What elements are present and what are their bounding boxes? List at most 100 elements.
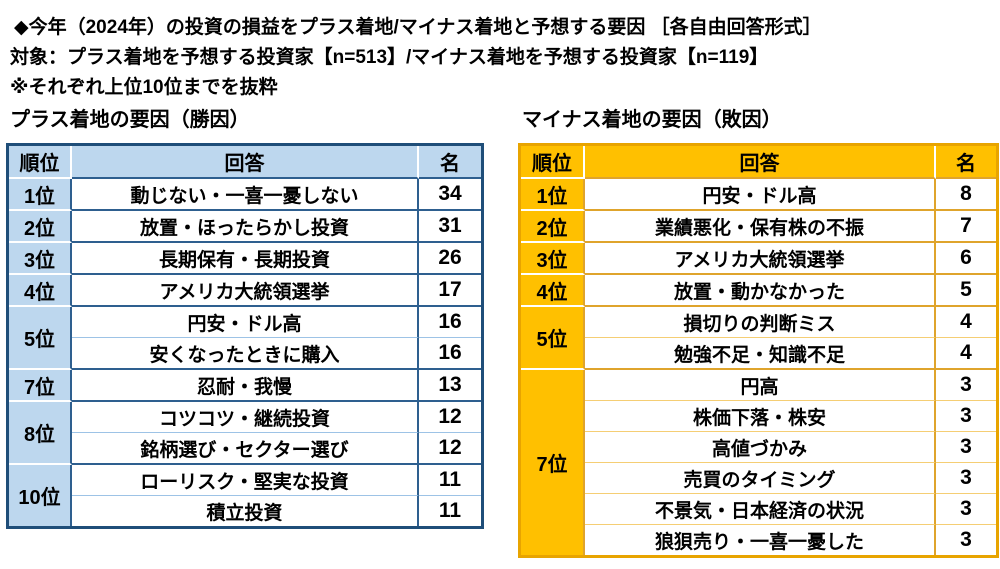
answer-cell: アメリカ大統領選挙	[585, 243, 936, 275]
answer-cell: 損切りの判断ミス	[585, 307, 936, 338]
heading-line-3: ※それぞれ上位10位までを抜粋	[10, 77, 278, 98]
count-column-header: 名	[419, 146, 481, 179]
count-cell: 5	[936, 275, 996, 307]
count-cell: 3	[936, 432, 996, 463]
rank-column-header: 順位	[9, 146, 72, 179]
count-cell: 3	[936, 401, 996, 432]
answer-cell: 勉強不足・知識不足	[585, 338, 936, 370]
count-cell: 11	[419, 496, 481, 526]
count-cell: 13	[419, 370, 481, 402]
rank-cell: 3位	[9, 243, 72, 275]
count-cell: 16	[419, 338, 481, 370]
answer-cell: 高値づかみ	[585, 432, 936, 463]
count-column-header: 名	[936, 146, 996, 179]
table-row: 積立投資 11	[9, 496, 481, 526]
count-cell: 11	[419, 465, 481, 496]
table-row: 不景気・日本経済の状況 3	[521, 494, 996, 525]
answer-cell: 不景気・日本経済の状況	[585, 494, 936, 525]
count-cell: 3	[936, 525, 996, 555]
count-cell: 12	[419, 433, 481, 465]
table-row: 5位 損切りの判断ミス 4	[521, 307, 996, 370]
rank-column-header: 順位	[521, 146, 585, 179]
rank-cell: 1位	[521, 179, 585, 211]
count-cell: 4	[936, 338, 996, 370]
answer-cell: 円高	[585, 370, 936, 401]
count-cell: 31	[419, 211, 481, 243]
count-cell: 8	[936, 179, 996, 211]
table-row: 3位 長期保有・長期投資 26	[9, 243, 481, 275]
heading-line-2: 対象：プラス着地を予想する投資家【n=513】/マイナス着地を予想する投資家【n…	[10, 47, 769, 68]
table-row: 4位 アメリカ大統領選挙 17	[9, 275, 481, 307]
table-row: 2位 業績悪化・保有株の不振 7	[521, 211, 996, 243]
header-row: 順位 回答名	[9, 146, 481, 179]
table-row: 5位 円安・ドル高 16	[9, 307, 481, 370]
answer-cell: 銘柄選び・セクター選び	[72, 433, 419, 465]
minus-landing-section: マイナス着地の要因（敗因） 順位 回答名 1位 円安・ドル高 8 2位 業績悪化・保有株の不…	[518, 108, 999, 558]
rank-cell: 4位	[521, 275, 585, 307]
rank-cell: 3位	[521, 243, 585, 275]
count-cell: 3	[936, 370, 996, 401]
table-row: 8位 コツコツ・継続投資 12	[9, 402, 481, 465]
answer-cell: 忍耐・我慢	[72, 370, 419, 402]
answer-cell: 放置・ほったらかし投資	[72, 211, 419, 243]
answer-cell: 円安・ドル高	[585, 179, 936, 211]
answer-cell: 動じない・一喜一憂しない	[72, 179, 419, 211]
table-row: 7位 円高 3	[521, 370, 996, 555]
rank-cell: 10位	[9, 465, 72, 526]
answer-cell: 業績悪化・保有株の不振	[585, 211, 936, 243]
table-row: 10位 ローリスク・堅実な投資 11	[9, 465, 481, 526]
answer-cell: 株価下落・株安	[585, 401, 936, 432]
rank-cell: 1位	[9, 179, 72, 211]
answer-cell: 長期保有・長期投資	[72, 243, 419, 275]
plus-ranking-table: 順位 回答名 1位 動じない・一喜一憂しない 34 2位 放置・ほったらかし投資 31 3位 長期…	[6, 143, 484, 529]
plus-ranking-table-host: 順位 回答名 1位 動じない・一喜一憂しない 34 2位 放置・ほったらかし投資 31 3位 長期…	[6, 143, 484, 529]
count-cell: 34	[419, 179, 481, 211]
minus-ranking-table: 順位 回答名 1位 円安・ドル高 8 2位 業績悪化・保有株の不振 7 3位 アメリカ大統領選挙 6…	[518, 143, 999, 558]
answer-column-header: 回答	[72, 146, 419, 179]
rank-cell: 2位	[9, 211, 72, 243]
table-row: 狼狽売り・一喜一憂した 3	[521, 525, 996, 555]
table-row: 売買のタイミング 3	[521, 463, 996, 494]
table-row: 安くなったときに購入 16	[9, 338, 481, 370]
count-cell: 4	[936, 307, 996, 338]
count-cell: 26	[419, 243, 481, 275]
rank-cell: 5位	[9, 307, 72, 370]
answer-cell: ローリスク・堅実な投資	[72, 465, 419, 496]
count-cell: 3	[936, 463, 996, 494]
answer-cell: アメリカ大統領選挙	[72, 275, 419, 307]
table-row: 4位 放置・動かなかった 5	[521, 275, 996, 307]
rank-cell: 7位	[9, 370, 72, 402]
plus-landing-section: プラス着地の要因（勝因） 順位 回答名 1位 動じない・一喜一憂しない 34 2位 放置・ほ…	[6, 108, 484, 529]
count-cell: 7	[936, 211, 996, 243]
rank-cell: 4位	[9, 275, 72, 307]
minus-table-title: マイナス着地の要因（敗因）	[522, 109, 782, 131]
table-row: 株価下落・株安 3	[521, 401, 996, 432]
count-cell: 17	[419, 275, 481, 307]
heading-line-1: ◆今年（2024年）の投資の損益をプラス着地/マイナス着地と予想する要因 ［各自…	[14, 17, 822, 38]
table-row: 1位 円安・ドル高 8	[521, 179, 996, 211]
table-row: 1位 動じない・一喜一憂しない 34	[9, 179, 481, 211]
table-row: 3位 アメリカ大統領選挙 6	[521, 243, 996, 275]
table-row: 高値づかみ 3	[521, 432, 996, 463]
plus-table-title: プラス着地の要因（勝因）	[10, 109, 250, 131]
answer-cell: 放置・動かなかった	[585, 275, 936, 307]
minus-ranking-table-host: 順位 回答名 1位 円安・ドル高 8 2位 業績悪化・保有株の不振 7 3位 アメリカ大統領選挙 6…	[518, 143, 999, 558]
answer-column-header: 回答	[585, 146, 936, 179]
count-cell: 12	[419, 402, 481, 433]
count-cell: 6	[936, 243, 996, 275]
table-row: 7位 忍耐・我慢 13	[9, 370, 481, 402]
rank-cell: 7位	[521, 370, 585, 555]
answer-cell: コツコツ・継続投資	[72, 402, 419, 433]
table-row: 2位 放置・ほったらかし投資 31	[9, 211, 481, 243]
rank-cell: 5位	[521, 307, 585, 370]
answer-cell: 売買のタイミング	[585, 463, 936, 494]
header-row: 順位 回答名	[521, 146, 996, 179]
heading: ◆今年（2024年）の投資の損益をプラス着地/マイナス着地と予想する要因 ［各自…	[10, 13, 822, 103]
answer-cell: 狼狽売り・一喜一憂した	[585, 525, 936, 555]
table-row: 勉強不足・知識不足 4	[521, 338, 996, 370]
table-row: 銘柄選び・セクター選び 12	[9, 433, 481, 465]
rank-cell: 2位	[521, 211, 585, 243]
count-cell: 16	[419, 307, 481, 338]
answer-cell: 積立投資	[72, 496, 419, 526]
